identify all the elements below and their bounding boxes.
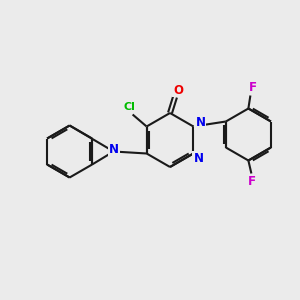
Text: O: O <box>173 83 183 97</box>
Text: Cl: Cl <box>124 101 136 112</box>
Text: F: F <box>248 175 255 188</box>
Text: F: F <box>248 81 256 94</box>
Text: N: N <box>109 143 118 156</box>
Text: N: N <box>195 116 206 129</box>
Text: N: N <box>194 152 203 165</box>
